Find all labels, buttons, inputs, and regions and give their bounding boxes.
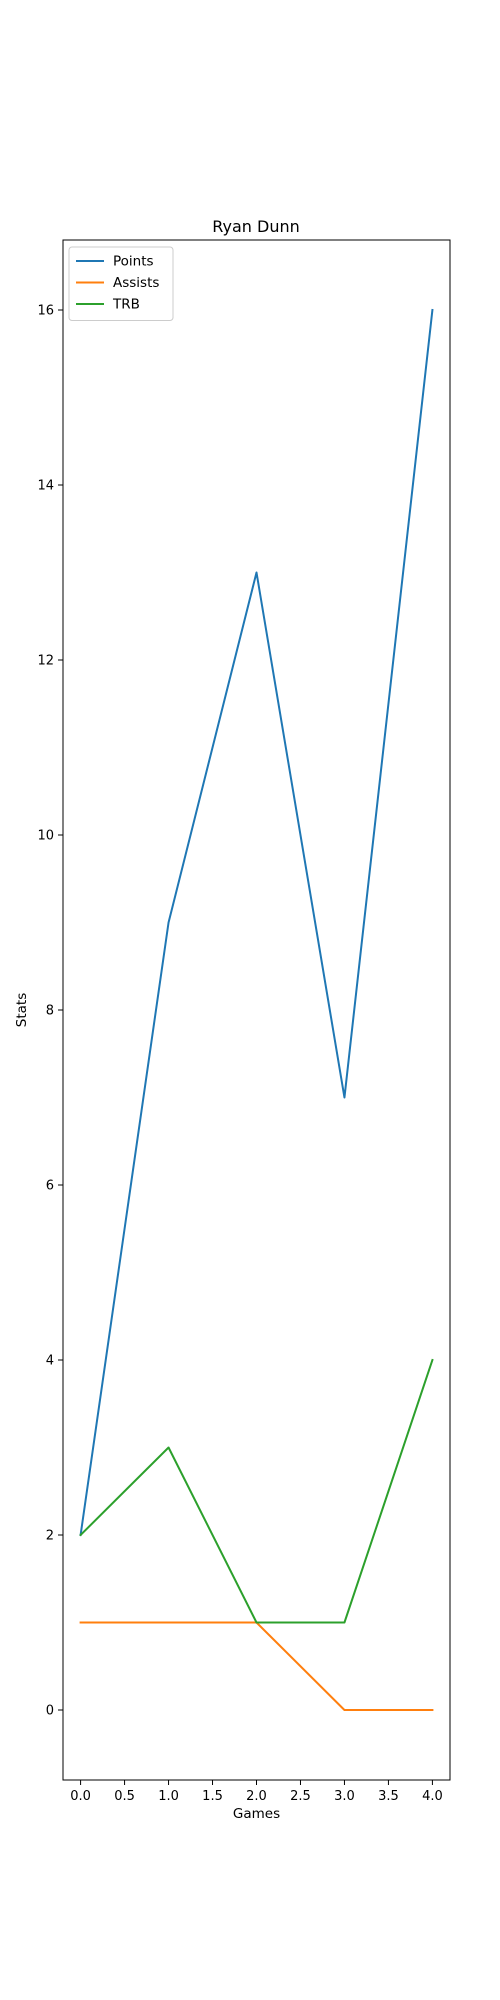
y-tick-label: 6 [46, 1179, 54, 1194]
x-tick-label: 1.5 [202, 1789, 223, 1804]
y-tick-label: 4 [46, 1354, 54, 1369]
y-tick-label: 0 [46, 1704, 54, 1719]
legend-label-assists: Assists [113, 275, 159, 291]
y-tick-label: 14 [37, 479, 54, 494]
y-tick-label: 2 [46, 1529, 54, 1544]
y-axis-ticks: 0 2 4 6 8 10 12 14 16 [37, 304, 63, 1719]
x-tick-label: 0.5 [114, 1789, 135, 1804]
y-tick-label: 10 [37, 829, 54, 844]
x-axis-ticks: 0.0 0.5 1.0 1.5 2.0 2.5 3.0 3.5 4.0 [70, 1780, 443, 1804]
series-lines [79, 308, 434, 1711]
x-tick-label: 3.5 [378, 1789, 399, 1804]
y-tick-label: 12 [37, 654, 54, 669]
x-tick-label: 0.0 [70, 1789, 91, 1804]
y-axis-label: Stats [14, 993, 30, 1027]
legend-label-points: Points [113, 254, 154, 270]
series-line-trb [79, 1358, 434, 1624]
x-tick-label: 2.5 [290, 1789, 311, 1804]
series-line-assists [79, 1621, 434, 1711]
y-tick-label: 8 [46, 1004, 54, 1019]
x-axis-label: Games [233, 1806, 280, 1822]
x-tick-label: 2.0 [246, 1789, 267, 1804]
legend-label-trb: TRB [112, 297, 140, 313]
y-tick-label: 16 [37, 304, 54, 319]
plot-frame [62, 239, 451, 1781]
chart-title: Ryan Dunn [212, 217, 299, 236]
x-tick-label: 3.0 [334, 1789, 355, 1804]
series-line-points [79, 308, 434, 1537]
legend-box [68, 246, 174, 321]
x-tick-label: 1.0 [158, 1789, 179, 1804]
x-tick-label: 4.0 [422, 1789, 443, 1804]
legend: Points Assists TRB [68, 246, 174, 321]
